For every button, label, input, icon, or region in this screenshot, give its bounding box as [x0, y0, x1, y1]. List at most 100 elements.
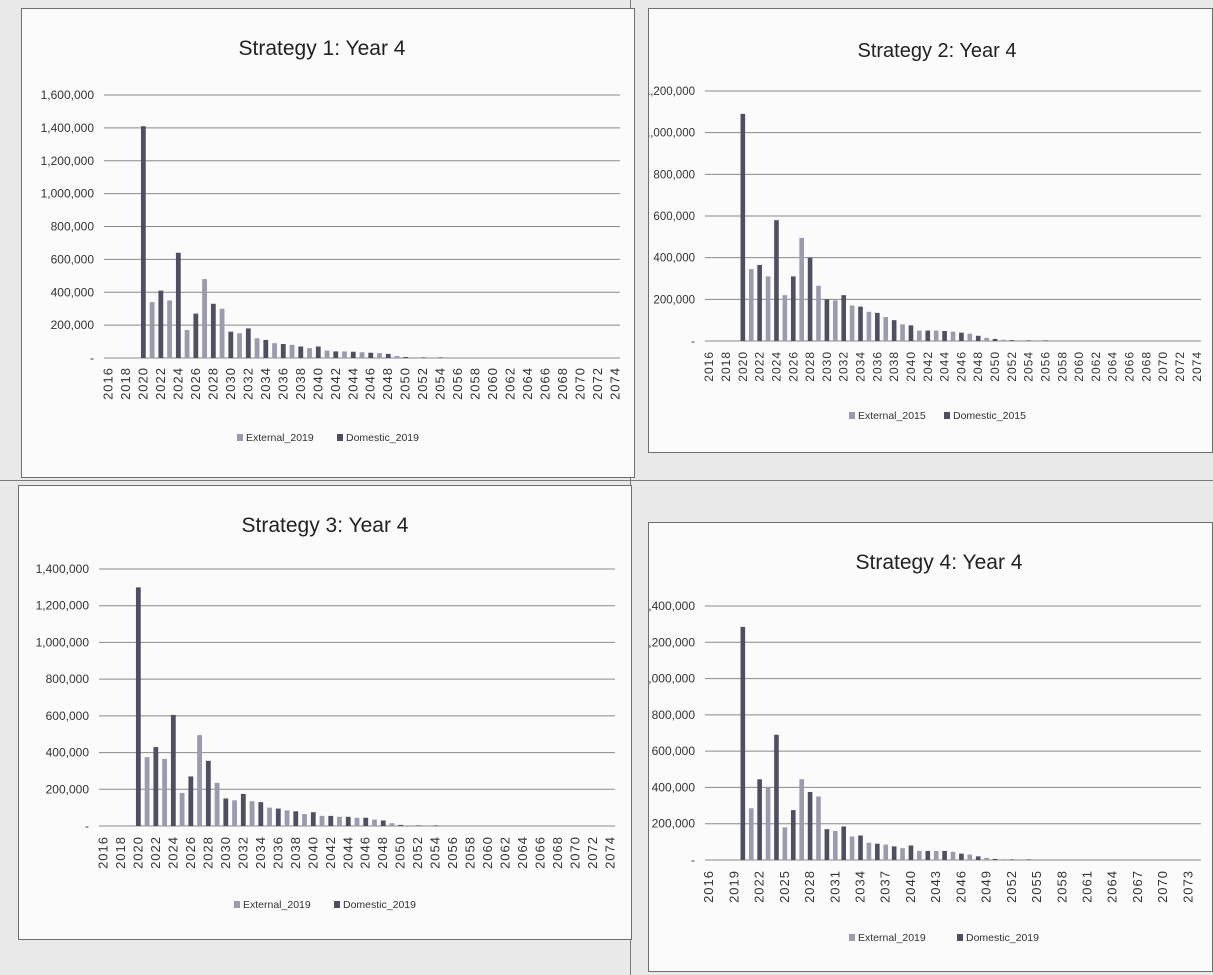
chart-panel-strategy-4: Strategy 4: Year 4 1,400,000 1,200,000 1,00… [648, 522, 1213, 972]
chart-title: Strategy 2: Year 4 [857, 40, 1016, 62]
x-tick-label: 2042 [328, 367, 343, 400]
bar [298, 346, 304, 358]
bar [1009, 340, 1015, 341]
x-tick-label: 2070 [1156, 351, 1170, 382]
x-tick-label: 2052 [1005, 351, 1019, 382]
x-tick-label: 2044 [340, 836, 355, 869]
bar [197, 735, 202, 826]
x-tick-label: 2018 [719, 351, 733, 382]
y-tick-label: 1,200,000 [649, 86, 695, 98]
x-tick-label: 2070 [1155, 870, 1170, 903]
bar [433, 825, 439, 826]
x-tick-label: 2037 [878, 870, 893, 903]
bar [442, 825, 447, 826]
x-tick-label: 2044 [938, 351, 952, 382]
bar [900, 848, 905, 860]
bar [153, 747, 159, 826]
bar [950, 331, 956, 342]
bar [790, 810, 796, 860]
y-tick-label: 600,000 [653, 211, 695, 223]
bar [765, 787, 771, 860]
x-tick-label: 2068 [550, 836, 565, 869]
bar [272, 343, 277, 358]
x-tick-label: 2034 [853, 870, 868, 903]
bar [144, 757, 150, 826]
x-tick-label: 2022 [753, 351, 767, 382]
chart-strategy-3: Strategy 3: Year 4 1,400,000 1,200,000 1,00… [36, 514, 618, 911]
bar [967, 333, 973, 341]
bar [883, 844, 889, 860]
x-tick-label: 2072 [590, 367, 605, 400]
legend-label: External_2019 [858, 932, 926, 944]
x-tick-label: 2062 [503, 367, 518, 400]
bar [975, 856, 981, 860]
bar [883, 317, 889, 341]
bar [407, 825, 412, 826]
y-tick-label: 1,000,000 [41, 187, 95, 201]
bar [1034, 859, 1040, 860]
bar [782, 827, 788, 860]
x-tick-label: 2068 [1139, 351, 1153, 382]
x-tick-label: 2020 [736, 351, 750, 382]
x-tick-label: 2052 [415, 367, 430, 400]
bar [950, 851, 956, 860]
bar [245, 328, 251, 358]
bar [324, 350, 330, 358]
x-tick-label: 2048 [380, 367, 395, 400]
bar [1026, 859, 1031, 860]
x-tick-label: 2034 [253, 836, 268, 869]
bar [249, 801, 255, 826]
x-tick-label: 2062 [1089, 351, 1103, 382]
bar [328, 815, 334, 826]
x-tick-label: 2036 [870, 351, 884, 382]
bar [219, 308, 225, 358]
x-tick-label: 2020 [130, 836, 145, 869]
y-tick-label: 200,000 [653, 294, 695, 306]
x-tick-label: 2058 [463, 836, 478, 869]
x-tick-label: 2070 [573, 367, 588, 400]
y-tick-label: 600,000 [46, 709, 90, 723]
legend-swatch [237, 434, 243, 441]
y-tick-label: 400,000 [46, 746, 90, 760]
legend-label: External_2019 [246, 432, 314, 444]
x-tick-label: 2025 [777, 870, 792, 903]
y-tick-label: 600,000 [652, 744, 696, 758]
y-tick-label: 1,400,000 [649, 599, 695, 613]
bar [908, 325, 914, 342]
x-tick-label: 2022 [148, 836, 163, 869]
x-tick-label: 2016 [701, 870, 716, 903]
bar [403, 357, 409, 358]
chart-strategy-2: Strategy 2: Year 4 1,200,000 1,000,000 800,… [649, 40, 1204, 422]
bar [188, 776, 194, 826]
x-tick-label: 2066 [533, 836, 548, 869]
x-tick-label: 2072 [585, 836, 600, 869]
bar [1034, 340, 1040, 341]
bar [333, 351, 339, 358]
bar [232, 800, 237, 826]
bar [193, 313, 199, 358]
x-tick-label: 2024 [165, 836, 180, 869]
x-tick-label: 2034 [854, 351, 868, 382]
x-tick-label: 2074 [603, 836, 618, 869]
x-tick-label: 2073 [1180, 870, 1195, 903]
bar [167, 300, 172, 358]
bar [807, 257, 813, 341]
legend-label: Domestic_2019 [346, 432, 419, 444]
x-tick-label: 2056 [445, 836, 460, 869]
bar [875, 843, 880, 860]
y-tick-label: 800,000 [652, 708, 696, 722]
bar [849, 836, 855, 860]
x-tick-label: 2024 [770, 351, 784, 382]
bar [1001, 859, 1006, 860]
x-tick-label: 2042 [921, 351, 935, 382]
x-tick-label: 2028 [205, 367, 220, 400]
bar [237, 333, 242, 358]
bar [841, 295, 847, 341]
x-tick-label: 2049 [979, 870, 994, 903]
bar [263, 339, 269, 358]
x-tick-label: 2064 [1105, 870, 1120, 903]
x-tick-label: 2031 [827, 870, 842, 903]
bar [740, 626, 746, 860]
bar [816, 285, 821, 341]
bar [398, 824, 404, 826]
